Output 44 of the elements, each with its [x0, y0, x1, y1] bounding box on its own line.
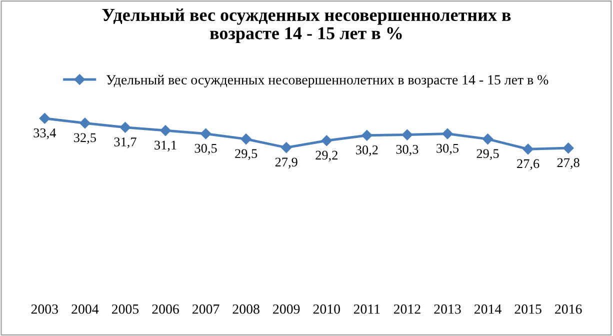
- point: [442, 128, 453, 140]
- data-label: 29,2: [316, 150, 338, 162]
- data-label: 27,6: [517, 159, 540, 170]
- x-tick-label: 2014: [474, 304, 502, 314]
- point: [200, 128, 212, 140]
- x-tick-label: 2013: [434, 304, 461, 314]
- x-tick-label: 2012: [394, 304, 420, 314]
- point: [280, 142, 292, 153]
- data-label: 30,5: [194, 144, 217, 155]
- point: [120, 122, 131, 133]
- x-tick-label: 2009: [273, 304, 300, 314]
- point: [562, 142, 574, 154]
- x-tick-label: 2010: [313, 304, 340, 314]
- point: [482, 134, 494, 144]
- x-tick-label: 2004: [72, 304, 99, 314]
- point: [361, 130, 372, 141]
- data-label: 31,7: [114, 138, 136, 148]
- point: [39, 112, 50, 124]
- data-label: 29,5: [235, 149, 258, 160]
- x-tick-label: 2008: [232, 304, 260, 314]
- x-tick-label: 2015: [514, 304, 542, 314]
- x-tick-label: 2016: [555, 304, 582, 314]
- point: [522, 144, 534, 155]
- data-label: 30,3: [396, 144, 418, 156]
- point: [80, 118, 90, 129]
- data-label: 32,5: [74, 133, 96, 144]
- legend-label: Удельный вес осужденных несовершеннолетних в возрасте 14 - 15 лет в %: [106, 74, 548, 88]
- point: [402, 129, 413, 140]
- x-tick-label: 2007: [192, 304, 220, 314]
- x-tick-label: 2006: [152, 304, 179, 314]
- data-label: 29,5: [476, 149, 499, 160]
- x-tick-label: 2011: [354, 304, 380, 314]
- chart-title: Удельный вес осужденных несовершеннолетних в возрасте 14 - 15 лет в %: [102, 8, 511, 44]
- x-tick-label: 2003: [31, 304, 58, 314]
- data-label: 30,2: [356, 145, 378, 156]
- data-label: 33,4: [34, 128, 56, 140]
- x-tick-label: 2005: [112, 304, 139, 314]
- data-label: 30,5: [436, 144, 459, 155]
- data-label: 31,1: [154, 140, 176, 152]
- point: [240, 134, 252, 144]
- data-label: 27,8: [557, 158, 580, 169]
- data-label: 27,9: [275, 158, 298, 168]
- point: [160, 125, 171, 136]
- point: [321, 135, 332, 146]
